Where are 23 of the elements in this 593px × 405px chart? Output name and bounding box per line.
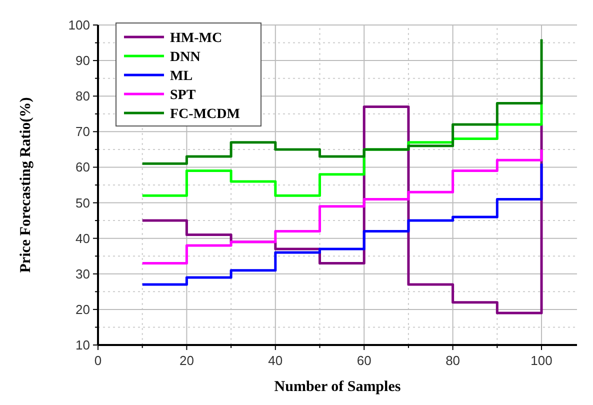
y-tick-label: 30	[76, 266, 90, 282]
y-tick-label: 20	[76, 302, 90, 317]
y-tick-label: 40	[76, 230, 90, 246]
x-tick-label: 40	[268, 353, 283, 368]
legend-label: FC-MCDM	[170, 107, 240, 122]
legend-label: HM-MC	[170, 31, 222, 46]
x-tick-label: 100	[530, 353, 552, 368]
x-tick-label: 60	[356, 353, 372, 368]
y-tick-label: 90	[76, 53, 90, 68]
legend-label: ML	[170, 69, 193, 84]
x-tick-label: 0	[94, 353, 102, 368]
legend-label: SPT	[170, 88, 196, 103]
y-tick-label: 100	[68, 18, 90, 32]
y-tick-label: 10	[76, 338, 90, 352]
y-tick-label: 80	[76, 88, 90, 104]
y-tick-label: 60	[76, 160, 90, 175]
x-tick-label: 80	[446, 353, 460, 368]
y-tick-label: 70	[76, 124, 90, 140]
legend-label: DNN	[170, 50, 200, 65]
y-axis-title: Price Forecasting Ratio(%)	[18, 97, 34, 273]
x-tick-label: 20	[179, 353, 194, 368]
x-axis-title: Number of Samples	[274, 379, 401, 395]
y-tick-label: 50	[76, 195, 90, 210]
